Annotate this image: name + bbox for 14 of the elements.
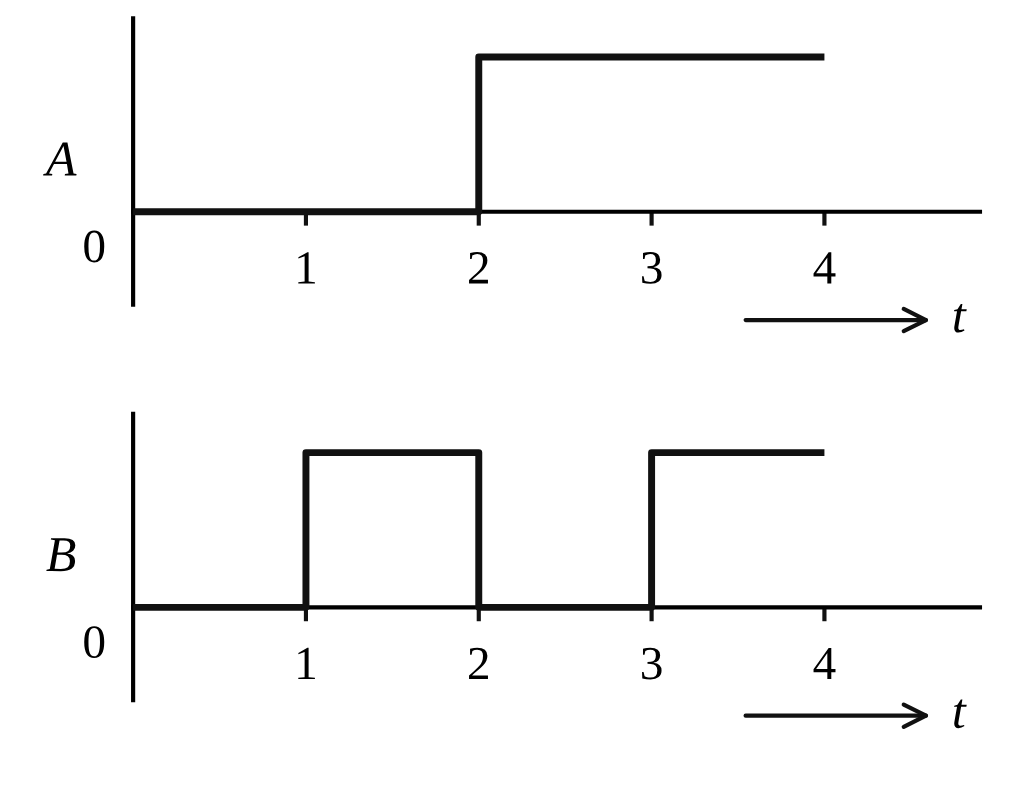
- y-axis-title: A: [43, 142, 77, 176]
- x-tick-label: 1: [298, 252, 315, 284]
- x-tick-label: 2: [469, 252, 488, 284]
- x-axis-title: t: [954, 699, 967, 729]
- x-tick-label: 4: [813, 647, 836, 679]
- x-axis-title: t: [954, 303, 967, 333]
- annotation: 0: [84, 626, 105, 659]
- x-tick-label: 2: [469, 647, 488, 679]
- x-tick-label: 3: [642, 647, 662, 680]
- y-axis-title: B: [46, 538, 76, 572]
- x-tick-label: 3: [642, 252, 662, 284]
- annotation: 0: [84, 230, 105, 263]
- x-tick-label: 1: [298, 647, 315, 679]
- x-tick-label: 4: [813, 252, 836, 284]
